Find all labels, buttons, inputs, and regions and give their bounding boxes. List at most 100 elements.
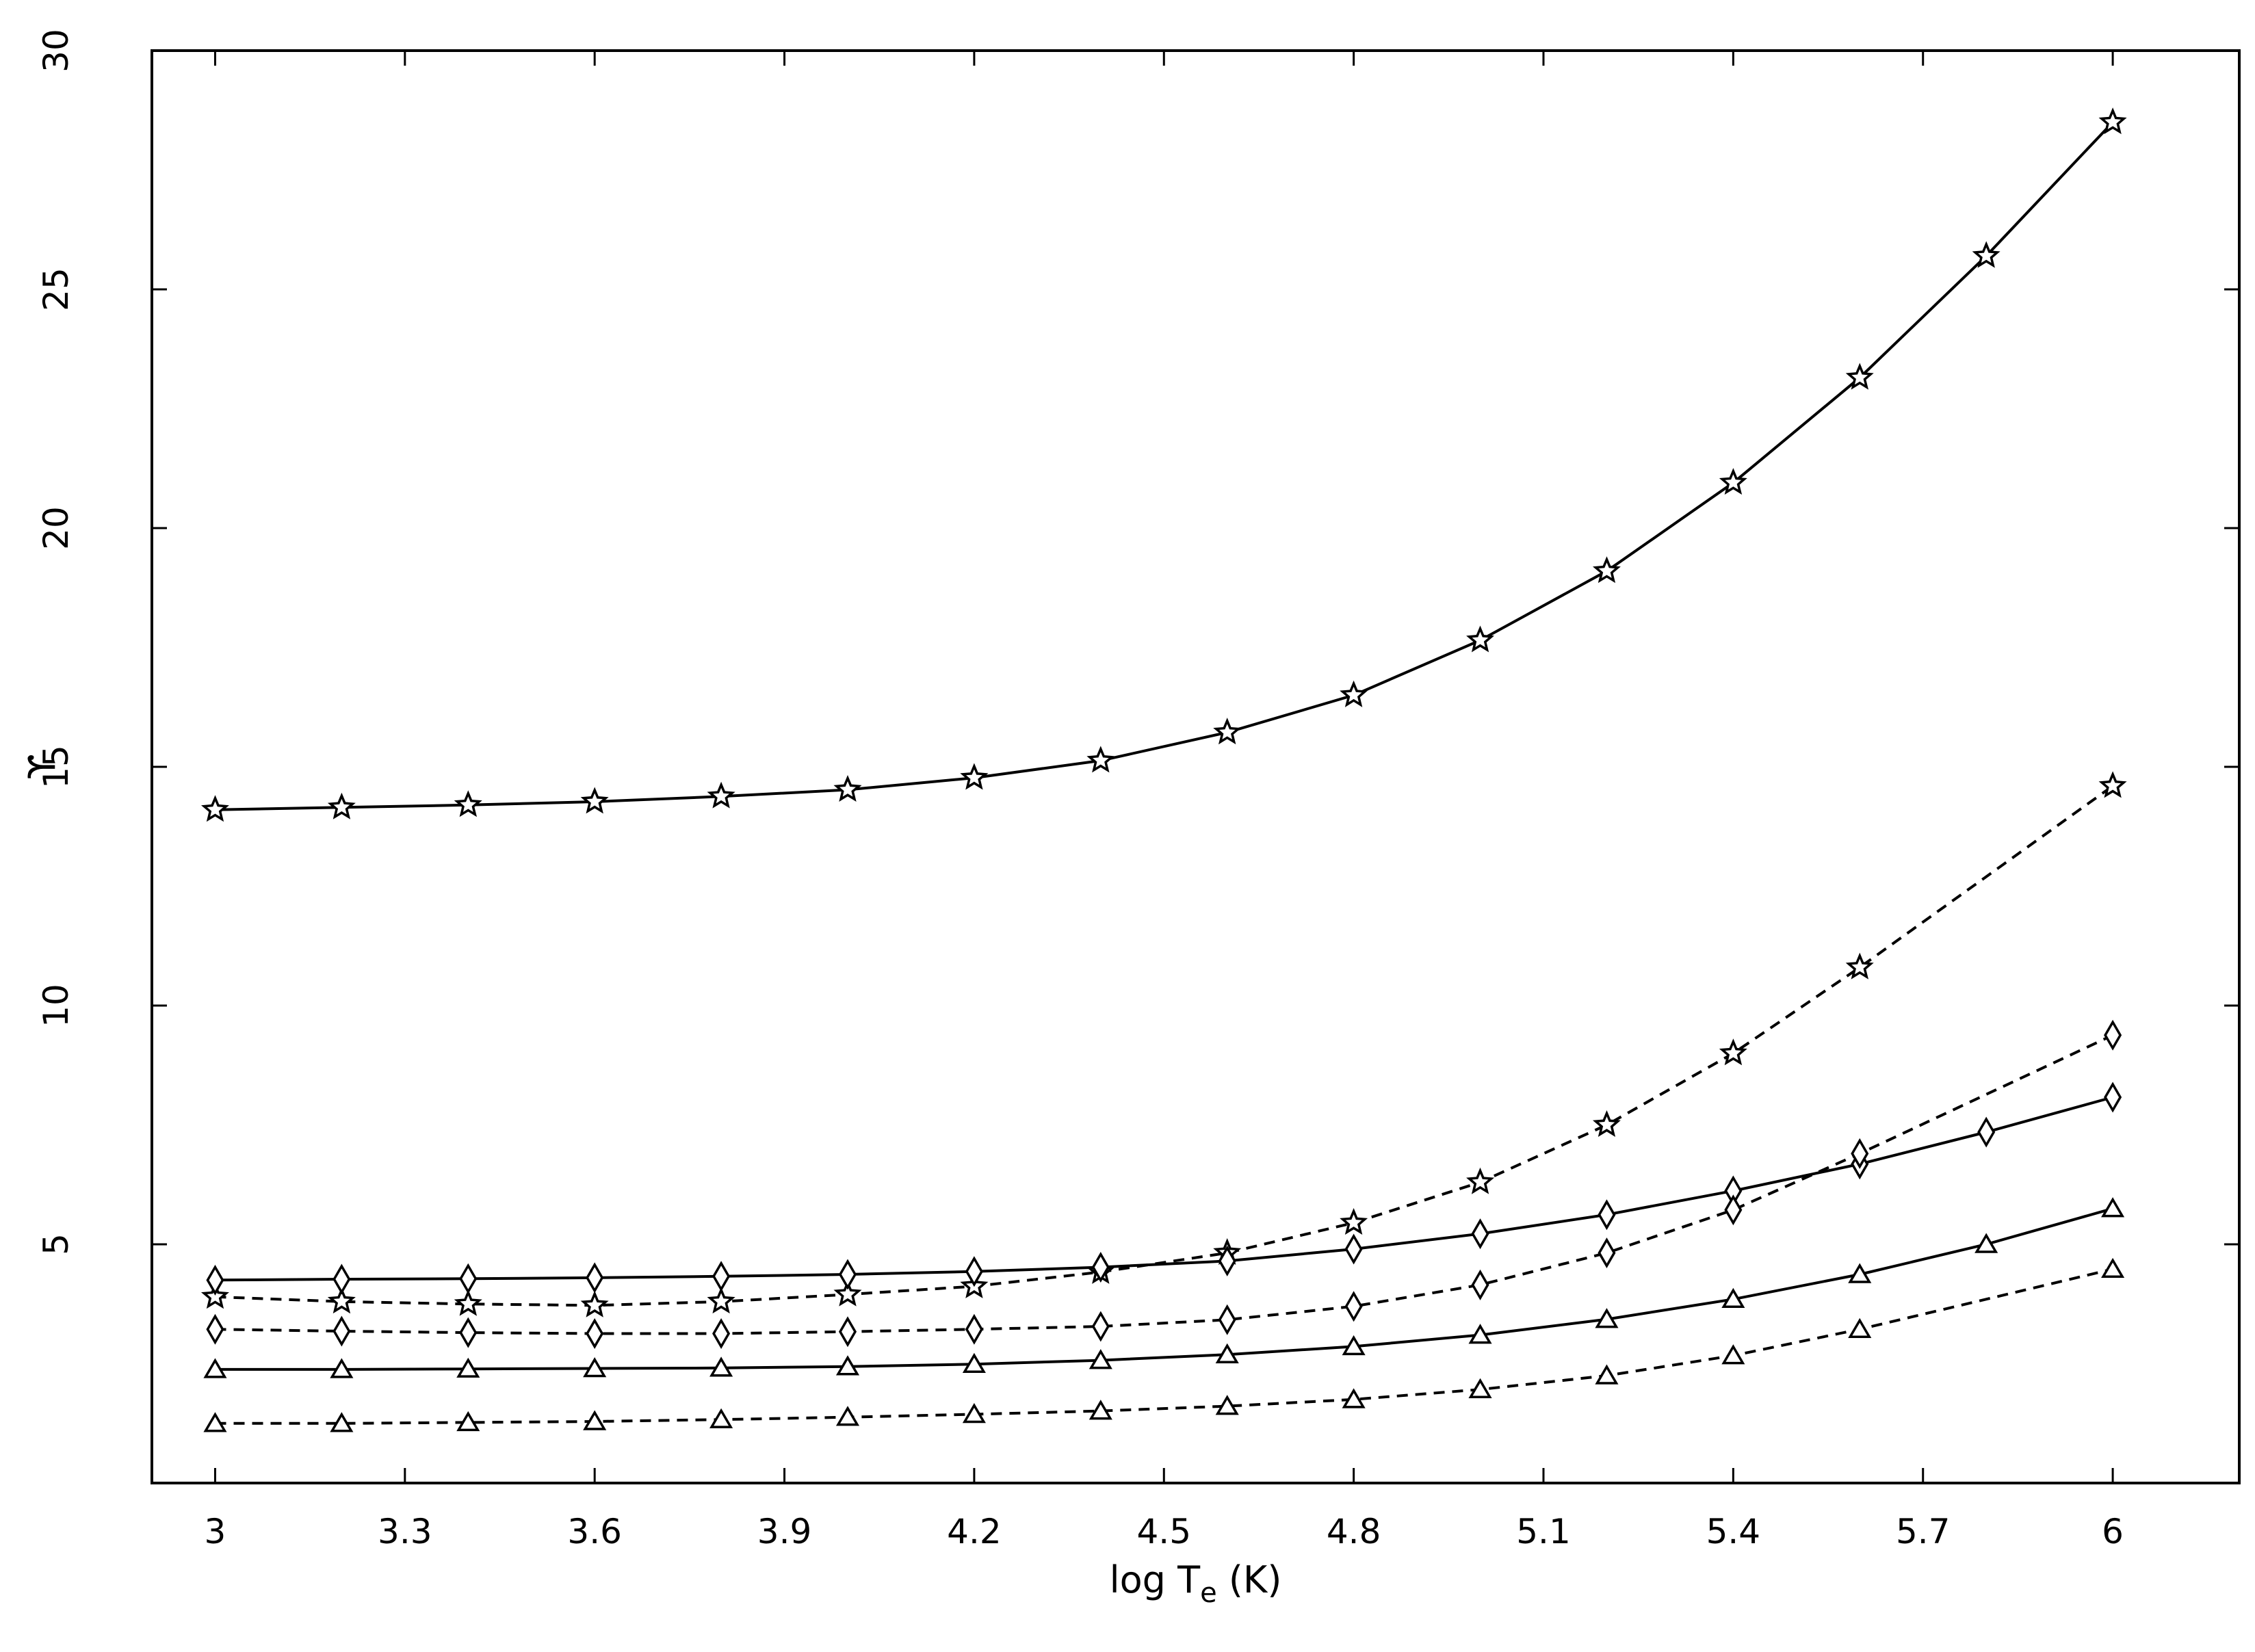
data-point-triangle (1215, 1395, 1239, 1415)
y-tick-label: 25 (36, 267, 76, 311)
data-point-triangle (709, 1356, 733, 1377)
x-axis-title: log Te (K) (1110, 1558, 1282, 1609)
data-point-triangle (962, 1403, 986, 1424)
series-line (215, 1096, 2113, 1282)
data-point-diamond (206, 1264, 224, 1296)
x-tick-label: 3.3 (378, 1512, 432, 1551)
data-point-diamond (333, 1315, 351, 1347)
data-point-triangle (709, 1408, 733, 1428)
series-line (215, 1207, 2113, 1371)
data-point-diamond (333, 1263, 351, 1295)
data-point-star (960, 763, 989, 790)
y-tick-label: 5 (36, 1233, 76, 1255)
data-point-triangle (1342, 1388, 1366, 1408)
data-point-diamond (1218, 1245, 1236, 1276)
data-point-triangle (835, 1406, 860, 1426)
data-point-diamond (1344, 1291, 1363, 1322)
data-point-diamond (1471, 1218, 1489, 1250)
data-point-diamond (1218, 1304, 1236, 1335)
data-point-triangle (2101, 1257, 2125, 1279)
x-axis-title-main: log T (1110, 1558, 1201, 1601)
data-point-star (1466, 625, 1495, 653)
data-point-star (1845, 952, 1874, 980)
data-point-diamond (1724, 1194, 1743, 1226)
data-point-star (1466, 1167, 1495, 1194)
data-point-diamond (712, 1318, 731, 1350)
data-point-star (707, 781, 735, 809)
data-point-triangle (456, 1411, 480, 1432)
data-point-diamond (965, 1313, 983, 1345)
x-tick-label: 5.1 (1516, 1512, 1571, 1551)
data-point-diamond (586, 1318, 604, 1350)
data-point-diamond (206, 1313, 224, 1345)
data-point-diamond (586, 1262, 604, 1294)
data-point-triangle (330, 1358, 354, 1378)
x-tick-label: 3.6 (567, 1512, 622, 1551)
axes-layer: 3 3.3 3.6 3.9 4.2 4.5 4.8 5.1 5.4 5.7 6 5 10 15 20 25 30 (36, 29, 2239, 1551)
data-point-star (327, 1287, 356, 1314)
data-point-triangle (203, 1412, 227, 1432)
data-point-triangle (1468, 1324, 1492, 1344)
data-point-diamond (838, 1316, 857, 1348)
data-point-star (1340, 1208, 1368, 1235)
data-point-star (454, 790, 482, 817)
data-point-triangle (1848, 1263, 1872, 1283)
y-axis-title: ϒ (21, 754, 64, 780)
y-tick-label: 30 (36, 29, 76, 73)
data-point-triangle (583, 1357, 607, 1378)
data-point-diamond (459, 1317, 478, 1348)
data-point-star (1340, 680, 1368, 707)
data-point-triangle (456, 1357, 480, 1378)
data-point-triangle (1468, 1378, 1492, 1398)
data-point-star (1213, 718, 1242, 745)
data-point-diamond (712, 1261, 731, 1292)
x-tick-label: 5.7 (1896, 1512, 1951, 1551)
data-point-star (1592, 556, 1621, 584)
x-tick-label: 3 (205, 1512, 226, 1551)
data-point-star (2098, 107, 2127, 135)
series-star-solid (200, 107, 2127, 822)
data-point-diamond (1977, 1116, 1996, 1148)
data-point-triangle (1215, 1343, 1239, 1363)
data-point-diamond (838, 1259, 857, 1290)
data-point-diamond (1598, 1237, 1616, 1269)
data-point-diamond (2104, 1081, 2122, 1113)
data-point-diamond (1344, 1233, 1363, 1265)
series-diamond-dashed (206, 1019, 2122, 1350)
data-point-star (1972, 241, 2000, 268)
x-tick-label: 5.4 (1706, 1512, 1761, 1551)
data-point-star (200, 795, 229, 822)
y-tick-label: 20 (36, 506, 76, 550)
y-tick-label: 10 (36, 984, 76, 1027)
data-point-triangle (583, 1410, 607, 1430)
series-diamond-solid (206, 1081, 2122, 1296)
data-point-star (1845, 363, 1874, 390)
data-point-triangle (1595, 1364, 1619, 1385)
data-point-triangle (330, 1412, 354, 1432)
data-point-triangle (1089, 1349, 1112, 1369)
data-point-diamond (1471, 1269, 1489, 1300)
data-point-diamond (965, 1256, 983, 1287)
data-point-star (1719, 468, 1747, 495)
data-point-triangle (962, 1352, 986, 1373)
data-point-star (1592, 1110, 1621, 1138)
data-point-triangle (1721, 1344, 1745, 1365)
x-tick-label: 3.9 (757, 1512, 812, 1551)
data-point-star (1086, 746, 1115, 773)
data-point-triangle (1342, 1335, 1366, 1356)
x-axis-title-subscript: e (1200, 1577, 1217, 1609)
x-tick-label: 4.8 (1327, 1512, 1381, 1551)
series-triangle-dashed (203, 1257, 2125, 1432)
x-tick-label: 6 (2102, 1512, 2124, 1551)
data-point-star (580, 1290, 609, 1317)
data-point-star (833, 774, 862, 802)
data-point-star (833, 1279, 862, 1307)
data-point-star (454, 1289, 482, 1316)
data-point-star (200, 1282, 229, 1309)
series-layer (200, 107, 2127, 1432)
data-point-star (2098, 771, 2127, 798)
data-point-triangle (1721, 1287, 1745, 1309)
data-point-diamond (2104, 1019, 2122, 1051)
x-axis-title-unit: (K) (1217, 1558, 1282, 1601)
